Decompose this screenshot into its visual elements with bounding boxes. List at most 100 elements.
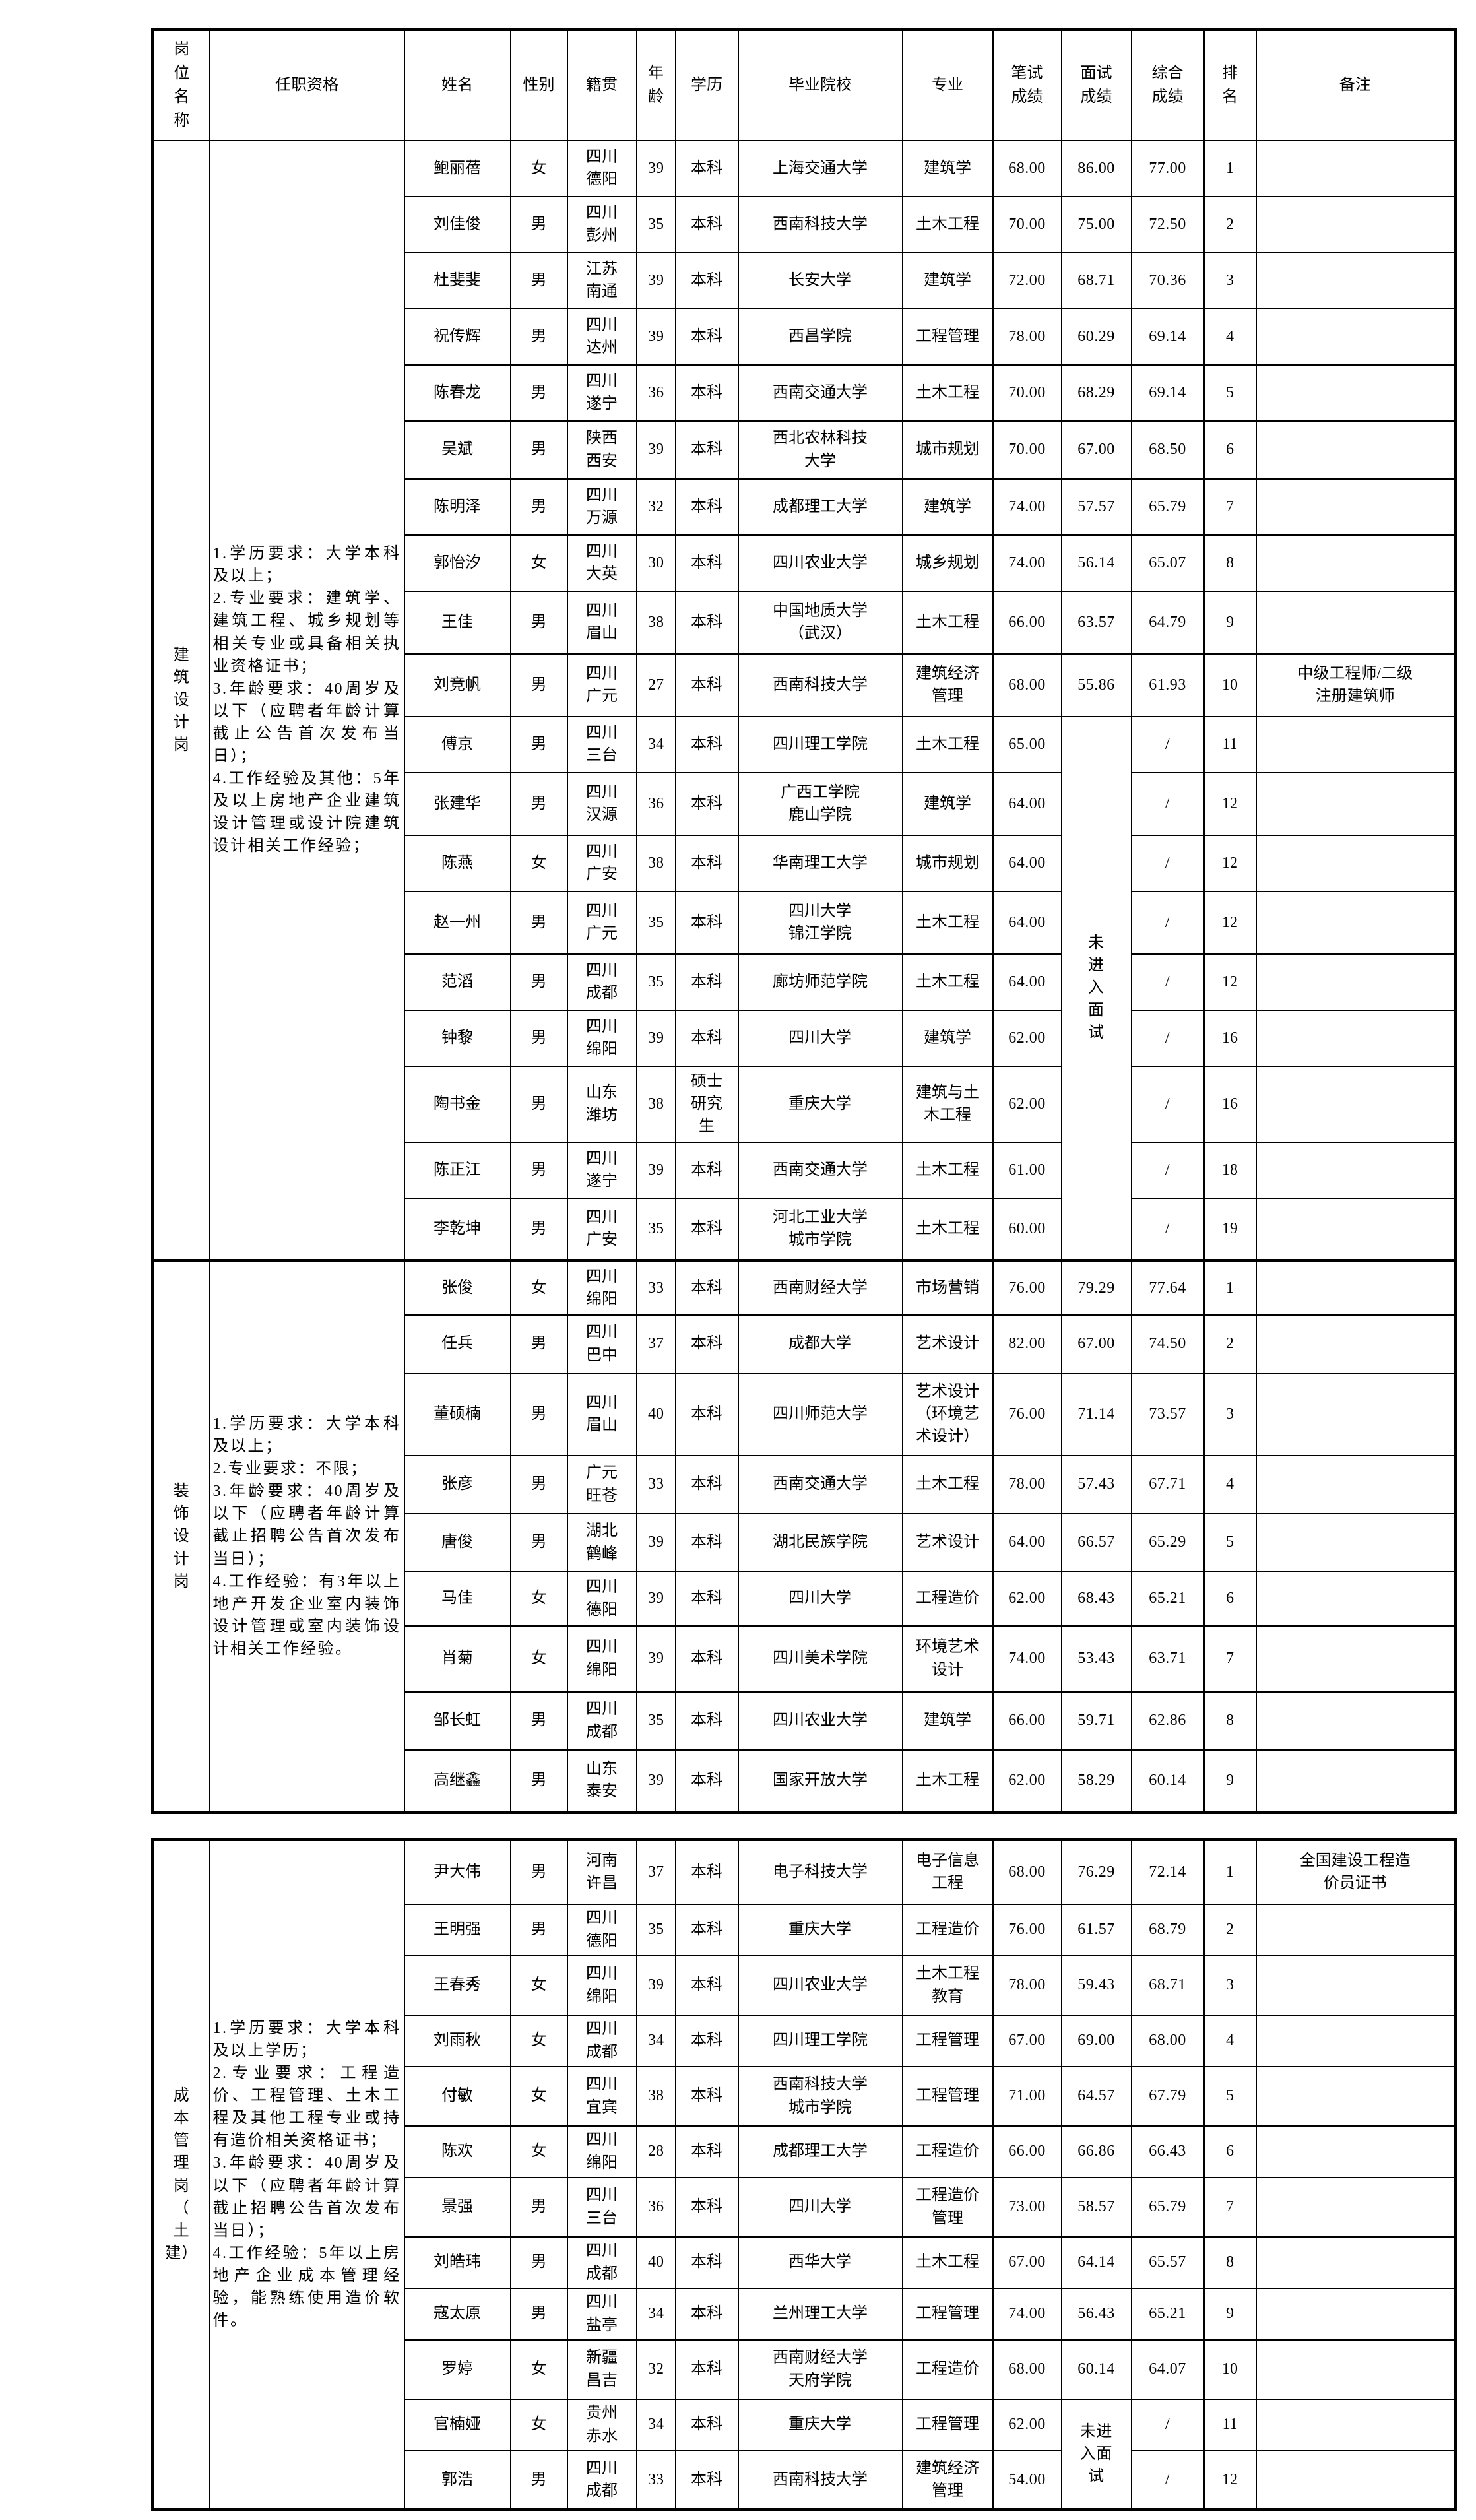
cell-degree: 本科: [674, 139, 739, 197]
cell-school: 西华大学: [737, 2236, 903, 2289]
cell-remark: 全国建设工程造 价员证书: [1255, 1838, 1456, 1905]
cell-hometown: 四川 广安: [566, 834, 637, 892]
cell-written: 62.00: [992, 1749, 1062, 1813]
cell-gender: 男: [509, 590, 568, 655]
cell-comprehensive: 64.07: [1130, 2339, 1205, 2400]
cell-major: 工程管理: [901, 2398, 994, 2451]
cell-interview: 57.43: [1060, 1454, 1132, 1514]
cell-rank: 12: [1203, 834, 1257, 892]
cell-age: 34: [635, 715, 676, 773]
cell-degree: 本科: [674, 1197, 739, 1262]
cell-major: 土木工程: [901, 953, 994, 1011]
cell-hometown: 广元 旺苍: [566, 1454, 637, 1514]
table-row: 寇太原男四川 盐亭 34 本科 兰州理工大学 工程管理 74.00 56.43 65.21 9: [153, 2287, 1456, 2341]
cell-gender: 女: [509, 1955, 568, 2016]
cell-name: 寇太原: [403, 2287, 511, 2341]
cell-name: 傅京: [403, 715, 511, 773]
cell-gender: 男: [509, 420, 568, 480]
table-row: 刘佳俊男四川 彭州 35 本科 西南科技大学 土木工程 70.00 75.00 72.50 2: [153, 195, 1456, 253]
cell-written: 71.00: [992, 2065, 1062, 2127]
qualification-item: 3.年龄要求：40周岁及以下（应聘者年龄计算截止公告首次发布当日）；: [212, 680, 401, 765]
cell-hometown: 四川 达州: [566, 307, 637, 366]
cell-comprehensive: 67.79: [1130, 2065, 1205, 2127]
cell-degree: 本科: [674, 1314, 739, 1374]
cell-remark: [1255, 1009, 1456, 1067]
cell-age: 37: [635, 1838, 676, 1905]
cell-gender: 男: [509, 2449, 568, 2511]
cell-gender: 男: [509, 890, 568, 955]
cell-interview: 58.57: [1060, 2176, 1132, 2238]
cell-name: 肖菊: [403, 1625, 511, 1693]
cell-rank: 11: [1203, 2398, 1257, 2451]
cell-degree: 本科: [674, 2065, 739, 2127]
cell-major: 建筑学: [901, 139, 994, 197]
cell-major: 土木工程: [901, 1749, 994, 1813]
table-row: 陈正江男四川 遂宁 39 本科 西南交通大学 土木工程 61.00 /18: [153, 1141, 1456, 1199]
column-header-school: 毕业院校: [737, 28, 903, 141]
column-header-name: 姓名: [403, 28, 511, 141]
column-header-written: 笔试 成绩: [992, 28, 1062, 141]
cell-rank: 2: [1203, 1314, 1257, 1374]
cell-written: 68.00: [992, 2339, 1062, 2400]
table-row: 杜斐斐男江苏 南通 39 本科 长安大学 建筑学 72.00 68.71 70.36 3: [153, 251, 1456, 309]
cell-age: 34: [635, 2287, 676, 2341]
cell-name: 李乾坤: [403, 1197, 511, 1262]
cell-degree: 本科: [674, 1259, 739, 1316]
table-row: 王佳男四川 眉山 38 本科 中国地质大学 （武汉） 土木工程 66.00 63.57 64.…: [153, 590, 1456, 655]
cell-degree: 本科: [674, 1903, 739, 1956]
cell-school: 西北农林科技 大学: [737, 420, 903, 480]
qualification-cell: 1.学历要求：大学本科及以上； 2.专业要求：不限； 3.年龄要求：40周岁及以下（…: [209, 1259, 405, 1813]
cell-comprehensive: 68.79: [1130, 1903, 1205, 1956]
cell-gender: 男: [509, 1372, 568, 1456]
cell-remark: [1255, 1065, 1456, 1143]
cell-rank: 7: [1203, 2176, 1257, 2238]
cell-degree: 本科: [674, 195, 739, 253]
cell-written: 62.00: [992, 1009, 1062, 1067]
position-name-cell: 建 筑 设 计 岗: [152, 139, 210, 1262]
cell-gender: 女: [509, 2125, 568, 2178]
cell-name: 郭怡汐: [403, 534, 511, 592]
cell-rank: 2: [1203, 1903, 1257, 1956]
cell-interview: 66.86: [1060, 2125, 1132, 2178]
cell-gender: 男: [509, 307, 568, 366]
cell-degree: 本科: [674, 2398, 739, 2451]
cell-written: 61.00: [992, 1141, 1062, 1199]
cell-age: 39: [635, 307, 676, 366]
table-row: 建 筑 设 计 岗 1.学历要求：大学本科及以上； 2.专业要求：建筑学、建筑工程、…: [152, 139, 1456, 1262]
cell-remark: [1255, 2014, 1456, 2067]
cell-degree: 本科: [674, 1749, 739, 1813]
cell-written: 70.00: [992, 420, 1062, 480]
cell-comprehensive: 74.50: [1130, 1314, 1205, 1374]
table-row: 刘皓玮男四川 成都 40 本科 西华大学 土木工程 67.00 64.14 65.57 8: [153, 2236, 1456, 2289]
cell-rank: 5: [1203, 1512, 1257, 1572]
cell-rank: 3: [1203, 1372, 1257, 1456]
cell-written: 74.00: [992, 2287, 1062, 2341]
cell-name: 张建华: [403, 771, 511, 836]
cell-major: 城乡规划: [901, 534, 994, 592]
cell-degree: 本科: [674, 307, 739, 366]
cell-age: 39: [635, 1512, 676, 1572]
cell-hometown: 四川 绵阳: [566, 2125, 637, 2178]
cell-gender: 男: [509, 1141, 568, 1199]
cell-age: 39: [635, 1141, 676, 1199]
cell-rank: 19: [1203, 1197, 1257, 1262]
cell-remark: [1255, 420, 1456, 480]
cell-hometown: 陕西 西安: [566, 420, 637, 480]
cell-age: 40: [635, 1372, 676, 1456]
cell-major: 建筑学: [901, 1009, 994, 1067]
table-row: 祝传辉男四川 达州 39 本科 西昌学院 工程管理 78.00 60.29 69.14 4: [153, 307, 1456, 366]
cell-name: 陈燕: [403, 834, 511, 892]
cell-degree: 本科: [674, 1625, 739, 1693]
cell-school: 成都大学: [737, 1314, 903, 1374]
cell-interview: 68.29: [1060, 364, 1132, 422]
cell-written: 78.00: [992, 307, 1062, 366]
cell-age: 32: [635, 2339, 676, 2400]
table-row: 钟黎男四川 绵阳 39 本科 四川大学 建筑学 62.00 /16: [153, 1009, 1456, 1067]
cell-name: 陶书金: [403, 1065, 511, 1143]
cell-gender: 女: [509, 534, 568, 592]
cell-age: 39: [635, 1749, 676, 1813]
cell-interview: 76.29: [1060, 1838, 1132, 1905]
cell-hometown: 四川 广元: [566, 653, 637, 717]
column-header-position: 岗 位 名 称: [152, 28, 210, 141]
cell-major: 环境艺术 设计: [901, 1625, 994, 1693]
